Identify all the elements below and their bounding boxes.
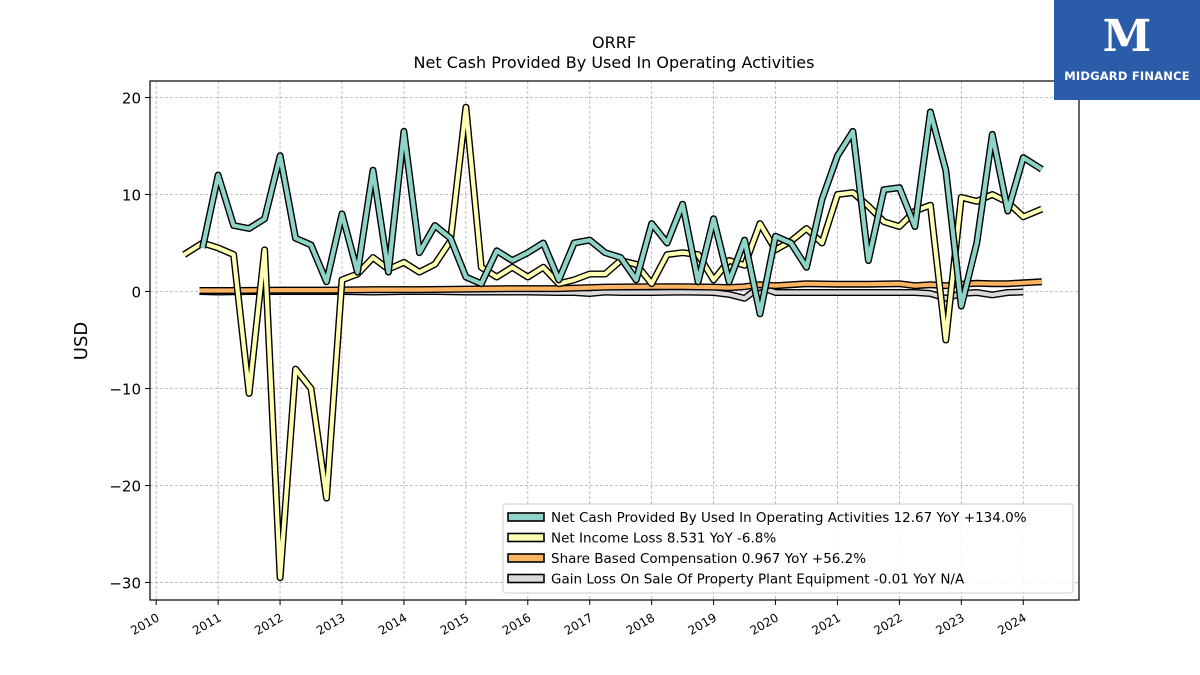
x-tick-label: 2011	[190, 610, 223, 637]
x-tick-label: 2023	[933, 610, 966, 637]
series-0	[199, 108, 1044, 318]
plot-frame	[149, 80, 1080, 601]
x-tick-label: 2019	[686, 610, 719, 637]
x-tick-label: 2017	[562, 610, 595, 637]
x-tick-label: 2018	[624, 610, 657, 637]
series-1	[182, 103, 1044, 582]
brand-name: MIDGARD FINANCE	[1064, 69, 1190, 83]
legend-label: Net Income Loss 8.531 YoY -6.8%	[551, 531, 776, 547]
y-tick-label: 0	[131, 284, 141, 302]
x-tick-label: 2013	[314, 610, 347, 637]
legend-swatch	[507, 553, 545, 563]
series-layer	[182, 103, 1044, 582]
legend-swatch	[507, 573, 545, 584]
x-tick-label: 2021	[810, 610, 843, 637]
x-tick-label: 2020	[748, 610, 781, 637]
y-axis-label: USD	[71, 322, 92, 360]
x-tick-label: 2012	[252, 610, 285, 637]
y-tick-label: −30	[109, 575, 141, 593]
brand-logo: M MIDGARD FINANCE	[1054, 0, 1200, 100]
legend-box	[502, 503, 1074, 594]
x-tick-label: 2010	[128, 610, 161, 637]
legend-label: Share Based Compensation 0.967 YoY +56.2…	[551, 551, 866, 567]
series-line	[182, 105, 1043, 580]
chart-subtitle: Net Cash Provided By Used In Operating A…	[414, 53, 815, 72]
y-tick-label: −10	[109, 381, 141, 399]
legend-label: Net Cash Provided By Used In Operating A…	[551, 510, 1027, 526]
series-line	[200, 109, 1043, 316]
legend-swatch	[507, 532, 545, 543]
legend-label: Gain Loss On Sale Of Property Plant Equi…	[551, 572, 965, 588]
chart-title: ORRF	[592, 33, 636, 52]
x-tick-label: 2024	[995, 610, 1028, 637]
y-tick-label: −20	[109, 478, 141, 496]
x-tick-label: 2015	[438, 610, 471, 637]
logo-icon: M	[1102, 11, 1152, 62]
x-tick-label: 2016	[500, 610, 533, 637]
y-tick-label: 20	[122, 89, 141, 107]
x-tick-label: 2014	[376, 610, 409, 637]
x-tick-label: 2022	[871, 610, 904, 637]
legend-swatch	[507, 512, 545, 522]
legend: Net Cash Provided By Used In Operating A…	[502, 503, 1074, 594]
y-tick-label: 10	[122, 187, 141, 205]
